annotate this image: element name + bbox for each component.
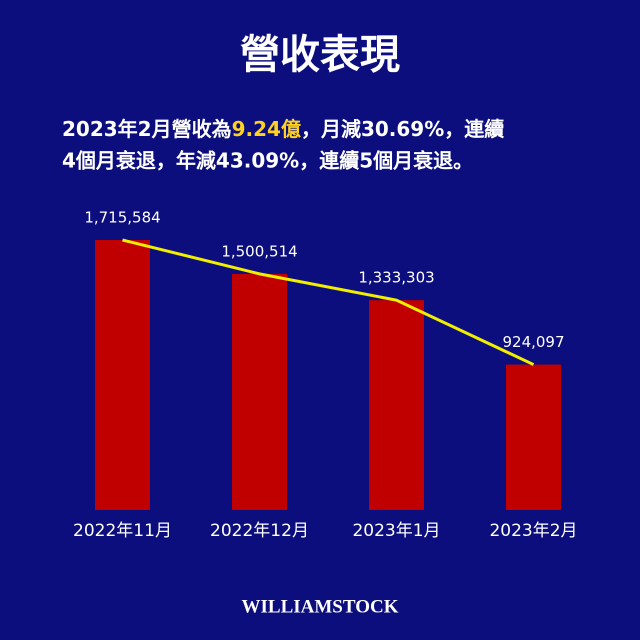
value-label: 1,500,514: [221, 242, 297, 260]
footer: WILLIAMSTOCK: [242, 596, 399, 617]
trend-line: [122, 238, 535, 366]
bar: [232, 273, 287, 510]
bar: [95, 240, 150, 510]
subtitle: 4個月衰退，年減43.09%，連續5個月衰退。: [62, 149, 473, 173]
bar: [506, 364, 561, 510]
x-tick-label: 2023年1月: [352, 521, 440, 541]
subtitle-text: ，月減30.69%，連續: [301, 117, 504, 141]
subtitle-text: 2023年2月營收為: [62, 117, 232, 141]
subtitle: 2023年2月營收為9.24億，月減30.69%，連續: [62, 117, 504, 141]
chart-title: 營收表現: [240, 32, 400, 78]
bar: [369, 300, 424, 510]
subtitle-highlight: 9.24億: [232, 117, 301, 141]
value-label: 1,715,584: [84, 209, 160, 227]
x-tick-label: 2022年12月: [210, 521, 309, 541]
value-label: 924,097: [502, 333, 564, 351]
x-tick-label: 2022年11月: [73, 521, 172, 541]
x-tick-label: 2023年2月: [489, 521, 577, 541]
value-label: 1,333,303: [358, 269, 434, 287]
